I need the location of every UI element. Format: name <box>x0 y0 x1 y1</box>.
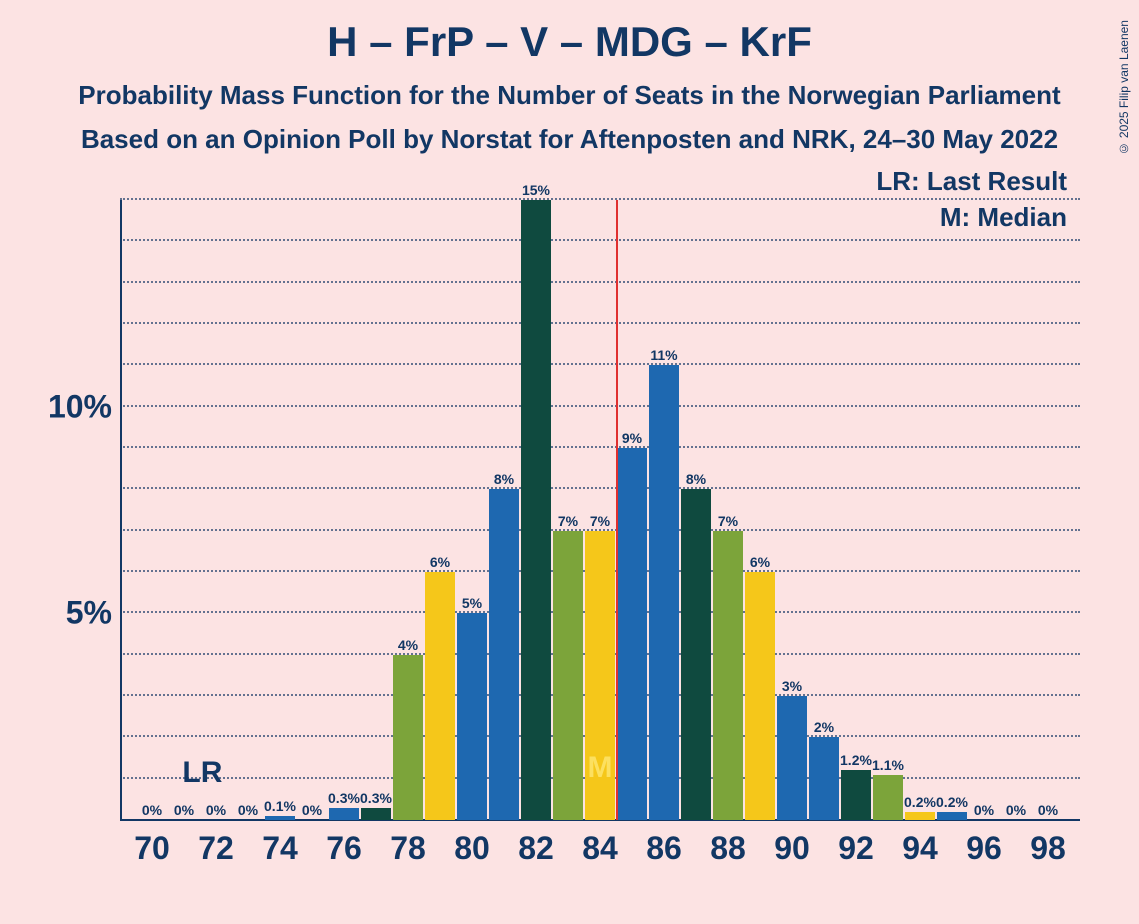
gridline <box>120 281 1080 283</box>
bar: 0.2% <box>937 812 967 820</box>
gridline <box>120 405 1080 407</box>
y-axis <box>120 200 122 820</box>
x-tick-label: 80 <box>454 820 490 867</box>
x-tick-label: 98 <box>1030 820 1066 867</box>
bar-value-label: 6% <box>430 554 450 572</box>
bar-value-label: 0.2% <box>936 794 968 812</box>
y-tick-label: 5% <box>66 595 120 632</box>
x-tick-label: 76 <box>326 820 362 867</box>
bar-value-label: 0.3% <box>360 790 392 808</box>
gridline <box>120 487 1080 489</box>
copyright-text: © 2025 Filip van Laenen <box>1117 20 1131 155</box>
median-threshold-line <box>616 200 618 820</box>
bar-value-label: 8% <box>494 471 514 489</box>
bar: 8% <box>489 489 519 820</box>
x-tick-label: 90 <box>774 820 810 867</box>
x-tick-label: 92 <box>838 820 874 867</box>
plot-area: LR 5%10%7072747678808284868890929496980%… <box>120 200 1080 820</box>
bar: 15% <box>521 200 551 820</box>
gridline <box>120 322 1080 324</box>
x-tick-label: 78 <box>390 820 426 867</box>
bar: 0.3% <box>361 808 391 820</box>
bar-value-label: 2% <box>814 719 834 737</box>
lr-marker: LR <box>182 756 222 790</box>
bar: 7% <box>713 531 743 820</box>
bar-value-label: 0% <box>238 802 258 820</box>
gridline <box>120 446 1080 448</box>
bar-value-label: 15% <box>522 182 550 200</box>
bar-value-label: 0% <box>206 802 226 820</box>
bar-value-label: 1.2% <box>840 752 872 770</box>
bar: 6% <box>745 572 775 820</box>
bar: 1.1% <box>873 775 903 820</box>
x-tick-label: 82 <box>518 820 554 867</box>
bar-value-label: 0% <box>1038 802 1058 820</box>
bar-value-label: 11% <box>650 347 677 365</box>
x-tick-label: 86 <box>646 820 682 867</box>
chart-subtitle-2: Based on an Opinion Poll by Norstat for … <box>0 124 1139 155</box>
bar-value-label: 9% <box>622 430 642 448</box>
x-tick-label: 94 <box>902 820 938 867</box>
bar: 0.3% <box>329 808 359 820</box>
bar: 0.2% <box>905 812 935 820</box>
bar-value-label: 0% <box>142 802 162 820</box>
bar-value-label: 6% <box>750 554 770 572</box>
bar-value-label: 0.2% <box>904 794 936 812</box>
gridline <box>120 363 1080 365</box>
bar: 4% <box>393 655 423 820</box>
median-marker: M <box>585 751 615 785</box>
bar: 5% <box>457 613 487 820</box>
bar-value-label: 3% <box>782 678 802 696</box>
x-tick-label: 70 <box>134 820 170 867</box>
bar: 8% <box>681 489 711 820</box>
bar-value-label: 7% <box>558 513 578 531</box>
bar-value-label: 0.1% <box>264 798 296 816</box>
bar: 0.1% <box>265 816 295 820</box>
bar-value-label: 5% <box>462 595 482 613</box>
bar-value-label: 4% <box>398 637 418 655</box>
bar: 1.2% <box>841 770 871 820</box>
x-tick-label: 74 <box>262 820 298 867</box>
x-tick-label: 72 <box>198 820 234 867</box>
y-tick-label: 10% <box>48 388 120 425</box>
bar-value-label: 7% <box>590 513 610 531</box>
bar-value-label: 0% <box>174 802 194 820</box>
bar-value-label: 7% <box>718 513 738 531</box>
bar: 3% <box>777 696 807 820</box>
x-tick-label: 84 <box>582 820 618 867</box>
bar: 2% <box>809 737 839 820</box>
bar: 6% <box>425 572 455 820</box>
chart-subtitle-1: Probability Mass Function for the Number… <box>0 80 1139 111</box>
bar-value-label: 0.3% <box>328 790 360 808</box>
bar: 7% <box>553 531 583 820</box>
x-tick-label: 88 <box>710 820 746 867</box>
bar-value-label: 8% <box>686 471 706 489</box>
gridline <box>120 239 1080 241</box>
gridline <box>120 198 1080 200</box>
bar-value-label: 0% <box>974 802 994 820</box>
bar: 9% <box>617 448 647 820</box>
chart-title: H – FrP – V – MDG – KrF <box>0 18 1139 66</box>
bar-value-label: 0% <box>302 802 322 820</box>
bar-value-label: 1.1% <box>872 757 904 775</box>
bar: 11% <box>649 365 679 820</box>
x-tick-label: 96 <box>966 820 1002 867</box>
bar-value-label: 0% <box>1006 802 1026 820</box>
legend-lr: LR: Last Result <box>876 166 1067 197</box>
